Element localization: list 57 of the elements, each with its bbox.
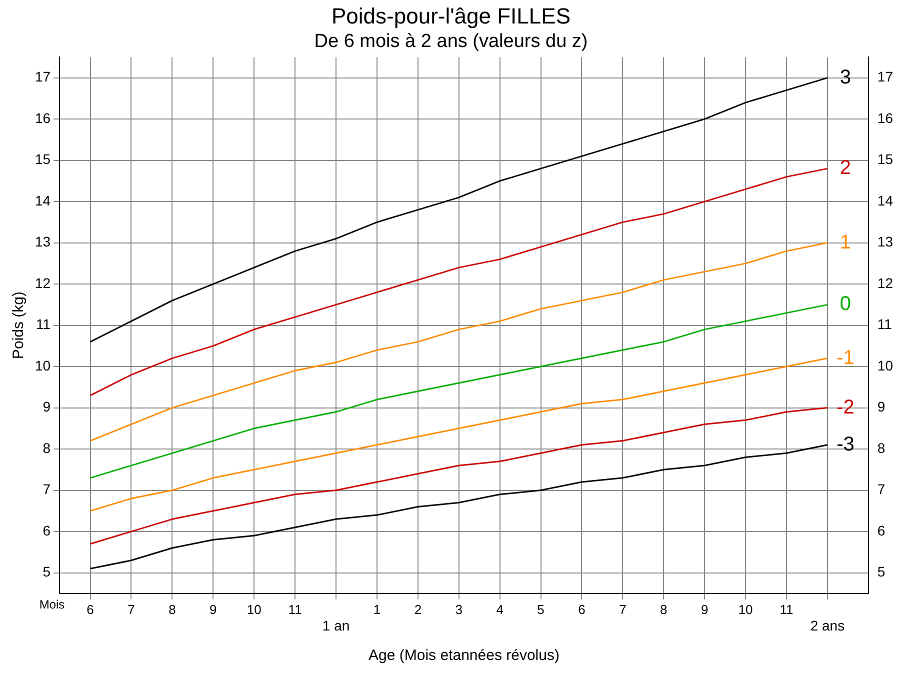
x-tick-label: 5 bbox=[537, 602, 544, 617]
y-tick-label: 15 bbox=[34, 151, 51, 168]
y-tick-label: 10 bbox=[34, 357, 51, 374]
y-tick-label: 13 bbox=[34, 234, 51, 250]
x-tick-label: 11 bbox=[288, 602, 302, 617]
y2-tick-label: 10 bbox=[877, 357, 894, 374]
series-label: 1 bbox=[840, 231, 852, 254]
series-label: 2 bbox=[840, 157, 852, 180]
x-tick-label: 6 bbox=[578, 602, 586, 617]
x-tick-label: 2 bbox=[414, 602, 422, 617]
y-axis-title: Poids (kg) bbox=[10, 292, 28, 360]
text: Mois bbox=[39, 598, 65, 612]
y2-tick-label: 5 bbox=[877, 564, 886, 580]
y-tick-label: 12 bbox=[34, 274, 51, 291]
x-tick-label: 8 bbox=[660, 602, 668, 617]
y-tick-label: 11 bbox=[36, 316, 51, 332]
x-tick-label: 11 bbox=[780, 602, 794, 617]
y2-tick-label: 6 bbox=[877, 522, 886, 538]
y2-tick-label: 17 bbox=[877, 68, 894, 85]
y-tick-label: 16 bbox=[34, 110, 51, 126]
series-label: 3 bbox=[840, 66, 852, 88]
y-tick-label: 17 bbox=[34, 68, 51, 85]
x-tick-label: 8 bbox=[168, 602, 176, 617]
text: 1 an bbox=[322, 617, 350, 634]
x-tick-label: 9 bbox=[210, 602, 217, 617]
y2-tick-label: 8 bbox=[877, 440, 886, 456]
y-tick-label: 7 bbox=[42, 481, 51, 498]
y2-tick-label: 12 bbox=[877, 274, 894, 291]
y2-tick-label: 9 bbox=[877, 398, 886, 415]
series-label: -3 bbox=[836, 433, 854, 456]
series-label: -1 bbox=[836, 346, 854, 369]
y2-tick-label: 15 bbox=[877, 151, 894, 168]
y-tick-label: 8 bbox=[42, 440, 51, 456]
y2-tick-label: 7 bbox=[877, 481, 886, 498]
series-label: -2 bbox=[836, 396, 854, 418]
y2-tick-label: 14 bbox=[877, 192, 894, 208]
x-tick-label: 1 bbox=[373, 602, 381, 617]
x-tick-label: 10 bbox=[246, 602, 262, 617]
chart-title: Poids-pour-l'âge FILLES bbox=[332, 3, 570, 28]
x-tick-label: 3 bbox=[455, 602, 462, 617]
y-tick-label: 14 bbox=[34, 192, 51, 208]
x-tick-label: 7 bbox=[619, 602, 626, 617]
x-tick-label: 7 bbox=[128, 602, 135, 617]
x-tick-label: 4 bbox=[496, 602, 504, 617]
series-label: 0 bbox=[840, 293, 852, 316]
x-tick-label: 9 bbox=[700, 602, 708, 617]
text: 2 ans bbox=[810, 617, 845, 634]
x-tick-label: 10 bbox=[738, 602, 753, 617]
y2-tick-label: 16 bbox=[877, 110, 894, 126]
y2-tick-label: 13 bbox=[877, 234, 894, 250]
y-tick-label: 9 bbox=[42, 398, 51, 415]
y2-tick-label: 11 bbox=[877, 316, 892, 332]
y-tick-label: 6 bbox=[42, 522, 51, 538]
x-axis-title: Age (Mois etannées révolus) bbox=[368, 647, 560, 664]
y-tick-label: 5 bbox=[42, 564, 51, 580]
chart-subtitle: De 6 mois à 2 ans (valeurs du z) bbox=[314, 31, 588, 52]
x-tick-label: 6 bbox=[86, 602, 94, 617]
